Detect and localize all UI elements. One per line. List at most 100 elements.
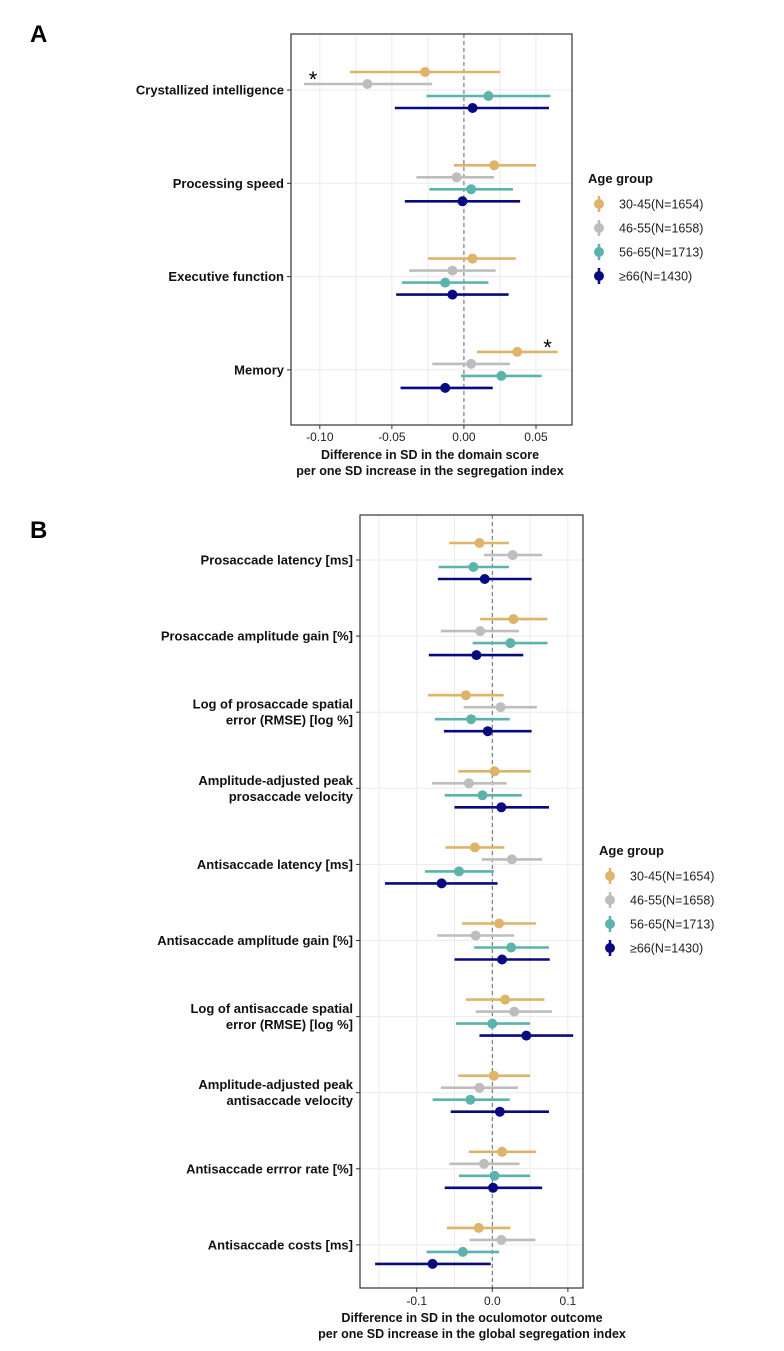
panel-b-point-46-55-n-1658-9: [496, 1234, 507, 1245]
panel-b-category-label-line: Antisaccade errror rate [%]: [186, 1161, 353, 1176]
panel-a-legend-title: Age group: [588, 171, 653, 186]
panel-a-point-30-45-n-1654-3: [512, 346, 523, 357]
panel-b-point-46-55-n-1658-1: [475, 626, 486, 637]
panel-a-category-label: Executive function: [168, 269, 284, 284]
panel-a-category-label-line: Executive function: [168, 269, 284, 284]
panel-b-category-label-line: Amplitude-adjusted peak: [198, 1077, 353, 1092]
panel-b-point--66-n-1430-4: [436, 878, 447, 889]
panel-a-point-30-45-n-1654-2: [467, 253, 478, 264]
panel-b-category-label-line: Prosaccade latency [ms]: [201, 553, 353, 568]
panel-b-category-label-line: prosaccade velocity: [229, 789, 354, 804]
panel-a-category-label: Memory: [234, 362, 285, 377]
panel-b-point-56-65-n-1713-1: [505, 638, 516, 649]
panel-b-point-30-45-n-1654-9: [473, 1222, 484, 1233]
panel-b-category-label-line: Antisaccade costs [ms]: [208, 1237, 353, 1252]
panel-b-point-46-55-n-1658-5: [470, 930, 481, 941]
panel-b-category-label-line: Log of prosaccade spatial: [193, 697, 353, 712]
panel-a-xlabel-line2: per one SD increase in the segregation i…: [296, 464, 563, 478]
panel-b-point-56-65-n-1713-7: [465, 1094, 476, 1105]
panel-b-point--66-n-1430-1: [471, 650, 482, 661]
panel-a-point-30-45-n-1654-1: [489, 160, 500, 171]
panel-b-legend-title: Age group: [599, 843, 664, 858]
panel-a-category-label: Crystallized intelligence: [136, 83, 284, 98]
panel-b-point-56-65-n-1713-4: [454, 866, 465, 877]
panel-b-point-46-55-n-1658-6: [509, 1006, 520, 1017]
panel-b-legend-label: ≥66(N=1430): [630, 942, 703, 956]
panel-a-point-46-55-n-1658-0: [362, 79, 373, 89]
panel-a-legend-key-point: [594, 199, 604, 209]
panel-b-point-30-45-n-1654-8: [497, 1146, 508, 1157]
panel-a-significance-marker: *: [309, 67, 318, 92]
panel-b-legend-key-point: [605, 943, 615, 953]
panel-b-category-label: Amplitude-adjusted peak prosaccade veloci…: [198, 773, 353, 804]
panel-a-point--66-n-1430-3: [440, 382, 451, 393]
panel-b-x-tick-label: -0.1: [406, 1294, 427, 1308]
panel-b-legend-key-point: [605, 895, 615, 905]
panel-b-category-label-line: error (RMSE) [log %]: [226, 1017, 353, 1032]
panel-b-point-56-65-n-1713-2: [466, 714, 477, 725]
panel-b-point--66-n-1430-5: [497, 954, 508, 965]
panel-b-point-56-65-n-1713-6: [487, 1018, 498, 1029]
panel-a-legend-key-point: [594, 223, 604, 233]
panel-b-point-56-65-n-1713-3: [477, 790, 488, 801]
panel-a-point-56-65-n-1713-2: [440, 277, 451, 288]
panel-b-point--66-n-1430-3: [496, 802, 507, 813]
panel-b-point--66-n-1430-7: [494, 1106, 505, 1117]
panel-b-point-30-45-n-1654-7: [488, 1070, 499, 1081]
panel-b-point-46-55-n-1658-3: [463, 778, 474, 789]
panel-a-point-30-45-n-1654-0: [420, 67, 431, 77]
panel-b-legend: Age group 30-45(N=1654) 46-55(N=1658) 56-65…: [599, 843, 714, 956]
panel-b-point--66-n-1430-0: [479, 574, 490, 584]
panel-a: A ** Crystallized intelligenceProcessing…: [30, 21, 703, 478]
panel-b-point-30-45-n-1654-3: [489, 766, 500, 777]
panel-b-label: B: [30, 517, 47, 544]
panel-b-x-ticks: -0.1 0.0 0.1: [406, 1288, 577, 1308]
panel-b-point--66-n-1430-2: [482, 726, 493, 737]
panel-b-point-46-55-n-1658-0: [507, 550, 518, 560]
panel-a-grid: [291, 34, 573, 425]
panel-b-category-label-line: Antisaccade latency [ms]: [197, 857, 353, 872]
panel-b-point-30-45-n-1654-0: [474, 538, 485, 548]
panel-b-x-tick-label: 0.0: [484, 1294, 501, 1308]
panel-b-point-56-65-n-1713-8: [489, 1170, 500, 1181]
panel-b-point-46-55-n-1658-2: [495, 702, 506, 713]
panel-b-point--66-n-1430-8: [488, 1182, 499, 1193]
panel-a-legend-label: 30-45(N=1654): [619, 198, 703, 212]
panel-a-point-46-55-n-1658-1: [451, 172, 462, 183]
panel-b-point-56-65-n-1713-0: [468, 562, 479, 572]
panel-b-marks: [375, 538, 574, 1269]
panel-b-category-label-line: Amplitude-adjusted peak: [198, 773, 353, 788]
panel-b-point-46-55-n-1658-7: [474, 1082, 485, 1093]
panel-b-point-30-45-n-1654-1: [508, 614, 519, 625]
panel-a-x-tick-label: -0.10: [306, 430, 334, 444]
panel-b-legend-key-point: [605, 919, 615, 929]
panel-b-legend-label: 46-55(N=1658): [630, 894, 714, 908]
panel-a-legend: Age group 30-45(N=1654) 46-55(N=1658) 56-65…: [588, 171, 703, 284]
panel-b: B Prosaccade latency [ms] Prosaccade ampl…: [30, 514, 714, 1341]
panel-b-point--66-n-1430-9: [427, 1258, 438, 1269]
panel-b-point-30-45-n-1654-6: [500, 994, 511, 1005]
panel-a-category-label-line: Crystallized intelligence: [136, 83, 284, 98]
panel-a-category-labels: Crystallized intelligence Processing spee…: [136, 83, 291, 377]
panel-a-point-56-65-n-1713-1: [466, 184, 477, 195]
panel-a-significance-marker: *: [543, 335, 552, 360]
panel-b-x-tick-label: 0.1: [560, 1294, 577, 1308]
panel-a-point--66-n-1430-0: [467, 103, 478, 113]
panel-a-x-tick-label: 0.05: [524, 430, 548, 444]
panel-b-category-label: Amplitude-adjusted peak antisaccade veloc…: [198, 1077, 353, 1108]
panel-b-point-56-65-n-1713-5: [506, 942, 517, 953]
panel-b-point-56-65-n-1713-9: [457, 1246, 468, 1257]
panel-a-xlabel-line1: Difference in SD in the domain score: [321, 448, 539, 462]
panel-a-category-label-line: Memory: [234, 362, 285, 377]
panel-b-category-label-line: Prosaccade amplitude gain [%]: [161, 629, 353, 644]
panel-b-category-label-line: Antisaccade amplitude gain [%]: [157, 933, 353, 948]
panel-b-point-30-45-n-1654-4: [469, 842, 480, 853]
panel-b-category-label: Prosaccade latency [ms]: [201, 553, 353, 568]
panel-a-frame: [290, 33, 573, 426]
panel-b-point-46-55-n-1658-8: [478, 1158, 489, 1169]
panel-b-category-label: Log of antisaccade spatial error (RMSE) […: [190, 1001, 353, 1032]
panel-a-x-ticks: -0.10 -0.05 0.00 0.05: [306, 425, 548, 444]
panel-b-category-label: Log of prosaccade spatial error (RMSE) [l…: [193, 697, 353, 728]
panel-a-point--66-n-1430-1: [457, 196, 468, 207]
